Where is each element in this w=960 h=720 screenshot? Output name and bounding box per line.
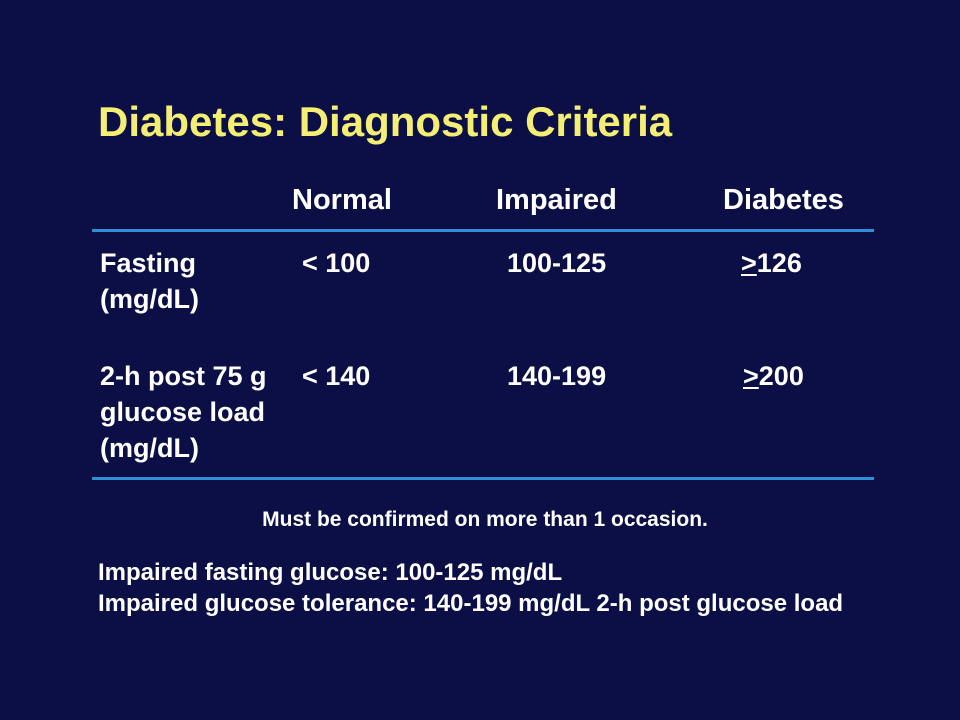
row-label-line: (mg/dL) (100, 433, 199, 463)
table-top-divider (92, 229, 874, 232)
cell-2h-diabetes: >200 (743, 358, 804, 394)
row-label-fasting: Fasting (mg/dL) (100, 245, 199, 317)
cell-2h-impaired: 140-199 (507, 361, 607, 391)
row-label-line: glucose load (100, 397, 266, 427)
row-label-2h-post-glucose-load: 2-h post 75 g glucose load (mg/dL) (100, 358, 267, 466)
column-header-impaired: Impaired (496, 184, 617, 216)
slide-title: Diabetes: Diagnostic Criteria (98, 98, 673, 145)
definitions: Impaired fasting glucose: 100-125 mg/dL … (98, 557, 843, 619)
definition-impaired-glucose-tolerance: Impaired glucose tolerance: 140-199 mg/d… (98, 590, 844, 617)
confirmation-note: Must be confirmed on more than 1 occasio… (262, 508, 708, 531)
row-label-line: Fasting (100, 248, 197, 278)
row-label-line: 2-h post 75 g (100, 361, 267, 391)
column-header-diabetes: Diabetes (723, 184, 844, 216)
row-label-line: (mg/dL) (100, 284, 199, 314)
column-header-normal: Normal (292, 184, 392, 216)
greater-or-equal-symbol: > (743, 361, 759, 391)
diabetes-threshold-value: 126 (756, 248, 802, 278)
cell-fasting-impaired: 100-125 (507, 248, 607, 278)
definition-impaired-fasting-glucose: Impaired fasting glucose: 100-125 mg/dL (98, 559, 563, 586)
greater-or-equal-symbol: > (741, 248, 757, 278)
table-bottom-divider (92, 477, 874, 480)
diabetes-threshold-value: 200 (758, 361, 804, 391)
cell-fasting-normal: < 100 (302, 248, 371, 278)
cell-2h-normal: < 140 (302, 361, 371, 391)
cell-fasting-diabetes: >126 (741, 245, 802, 281)
